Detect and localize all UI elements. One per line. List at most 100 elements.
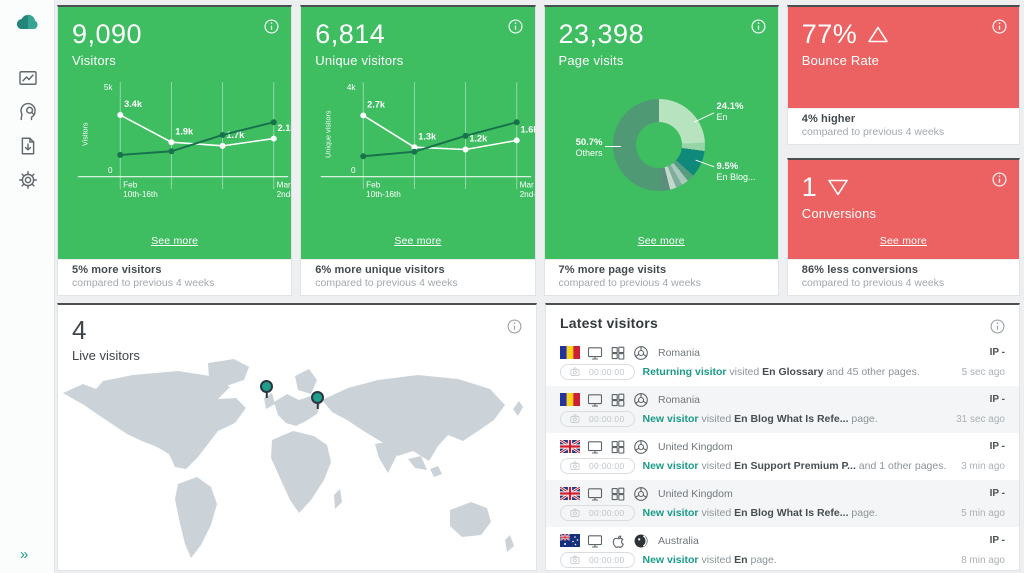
visitor-row[interactable]: Romania IP - 00:00:00 New visitor visite… (546, 386, 1019, 433)
visitors-card-body: 9,090 Visitors 5k 0 Visitors Feb 10th-16th Ma… (58, 7, 293, 259)
svg-text:1.7k: 1.7k (226, 130, 245, 140)
visit-duration-pill: 00:00:00 (560, 364, 635, 380)
bounce-rate-card-body: 77% Bounce Rate (787, 7, 1019, 108)
os-windows-icon (610, 439, 626, 455)
country-flag-icon (560, 440, 580, 453)
visitors-card-footer: 5% more visitors compared to previous 4 … (58, 259, 292, 295)
svg-text:2.1k: 2.1k (278, 123, 293, 133)
svg-text:0: 0 (108, 166, 113, 175)
footer-highlight: 4% higher (801, 113, 856, 125)
os-windows-icon (610, 486, 626, 502)
os-mac-icon (610, 533, 626, 549)
map-pin-visitor[interactable] (311, 391, 324, 404)
audience-head-icon (19, 102, 36, 121)
analytics-chart-icon (18, 71, 37, 85)
info-icon[interactable] (508, 19, 523, 34)
settings-gear-icon (18, 171, 37, 189)
donut-hole (635, 122, 682, 168)
report-download-icon (21, 137, 34, 155)
svg-text:5k: 5k (104, 83, 114, 92)
footer-highlight: 6% more unique visitors (315, 264, 445, 276)
sidebar-item-settings[interactable] (0, 163, 55, 197)
visitor-type[interactable]: New visitor (642, 413, 699, 425)
svg-text:0: 0 (351, 166, 356, 175)
visitor-type[interactable]: New visitor (642, 554, 699, 566)
info-icon[interactable] (751, 19, 766, 34)
visit-description: New visitor visited En Blog What Is Refe… (642, 413, 878, 425)
svg-text:1.6k: 1.6k (521, 125, 536, 135)
conversions-card-footer: 86% less conversions compared to previou… (787, 259, 1019, 295)
camera-icon (570, 413, 582, 425)
world-map (63, 359, 523, 558)
visit-duration-pill: 00:00:00 (560, 458, 635, 474)
latest-visitors-title: Latest visitors (560, 315, 658, 331)
svg-text:2.7k: 2.7k (367, 100, 386, 110)
visitor-row[interactable]: United Kingdom IP - 00:00:00 New visitor… (546, 433, 1019, 480)
browser-chrome-icon (633, 486, 649, 502)
app-logo-cloud-icon[interactable] (15, 12, 41, 34)
visitor-ip: IP - (989, 394, 1005, 405)
see-more-link[interactable]: See more (151, 235, 199, 247)
visit-description: Returning visitor visited En Glossary an… (642, 366, 920, 378)
unique-visitors-card-body: 6,814 Unique visitors 4k 0 Unique visitors… (301, 7, 536, 259)
browser-chrome-icon (633, 392, 649, 408)
visited-page[interactable]: En Glossary (762, 366, 824, 378)
see-more-link[interactable]: See more (637, 235, 685, 247)
page-visits-label: Page visits (558, 53, 624, 68)
os-windows-icon (610, 392, 626, 408)
bounce-rate-label: Bounce Rate (801, 53, 880, 68)
footer-subtext: compared to previous 4 weeks (315, 277, 458, 289)
bounce-rate-card: 77% Bounce Rate 4% higher compared to pr… (786, 5, 1020, 145)
visitor-type[interactable]: New visitor (642, 507, 699, 519)
camera-icon (570, 366, 582, 378)
donut-callout-others: 50.7% Others (575, 137, 603, 159)
info-icon[interactable] (992, 172, 1007, 187)
info-icon[interactable] (264, 19, 279, 34)
see-more-link[interactable]: See more (394, 235, 442, 247)
info-icon[interactable] (992, 19, 1007, 34)
sidebar-item-analytics[interactable] (0, 61, 55, 95)
conversions-label: Conversions (801, 206, 877, 221)
dashboard-main: 9,090 Visitors 5k 0 Visitors Feb 10th-16th Ma… (57, 0, 1020, 573)
visited-page[interactable]: En Blog What Is Refe... (734, 507, 849, 519)
visitor-type[interactable]: New visitor (642, 460, 699, 472)
map-pin-visitor[interactable] (260, 380, 273, 393)
visitor-country: United Kingdom (658, 440, 733, 453)
visitor-row[interactable]: United Kingdom IP - 00:00:00 New visitor… (546, 480, 1019, 527)
footer-highlight: 7% more page visits (558, 264, 667, 276)
os-windows-icon (610, 345, 626, 361)
visitors-value: 9,090 (72, 19, 143, 49)
device-desktop-icon (587, 533, 603, 549)
info-icon[interactable] (507, 319, 522, 334)
info-icon[interactable] (990, 319, 1005, 334)
latest-visitors-list: Romania IP - 00:00:00 Returning visitor … (546, 339, 1019, 570)
page-visits-card: 23,398 Page visits 24.1% En 9.5% (543, 5, 779, 296)
visit-description: New visitor visited En Blog What Is Refe… (642, 507, 878, 519)
footer-highlight: 86% less conversions (801, 264, 919, 276)
visit-duration: 00:00:00 (589, 461, 625, 471)
svg-text:1.9k: 1.9k (175, 126, 194, 136)
visited-page[interactable]: En (734, 554, 748, 566)
footer-subtext: compared to previous 4 weeks (801, 277, 945, 289)
sidebar-item-audience[interactable] (0, 95, 55, 129)
device-desktop-icon (587, 439, 603, 455)
visitor-row[interactable]: Australia IP - 00:00:00 New visitor visi… (546, 527, 1019, 570)
unique-visitors-card: 6,814 Unique visitors 4k 0 Unique visitors… (300, 5, 536, 296)
visitor-ip: IP - (989, 441, 1005, 452)
conversions-card: 1 Conversions See more 86% less conversi… (786, 158, 1020, 296)
browser-chrome-icon (633, 345, 649, 361)
visitor-row[interactable]: Romania IP - 00:00:00 Returning visitor … (546, 339, 1019, 386)
visited-page[interactable]: En Support Premium P... (734, 460, 856, 472)
live-visitors-label: Live visitors (72, 348, 140, 363)
sidebar-collapse-chevrons[interactable]: » (20, 546, 29, 563)
sidebar-item-reports[interactable] (0, 129, 55, 163)
see-more-link[interactable]: See more (879, 235, 927, 247)
camera-icon (570, 460, 582, 472)
visited-page[interactable]: En Blog What Is Refe... (734, 413, 849, 425)
visitor-type[interactable]: Returning visitor (642, 366, 727, 378)
trend-up-icon (868, 26, 889, 43)
visitor-ip: IP - (989, 535, 1005, 546)
